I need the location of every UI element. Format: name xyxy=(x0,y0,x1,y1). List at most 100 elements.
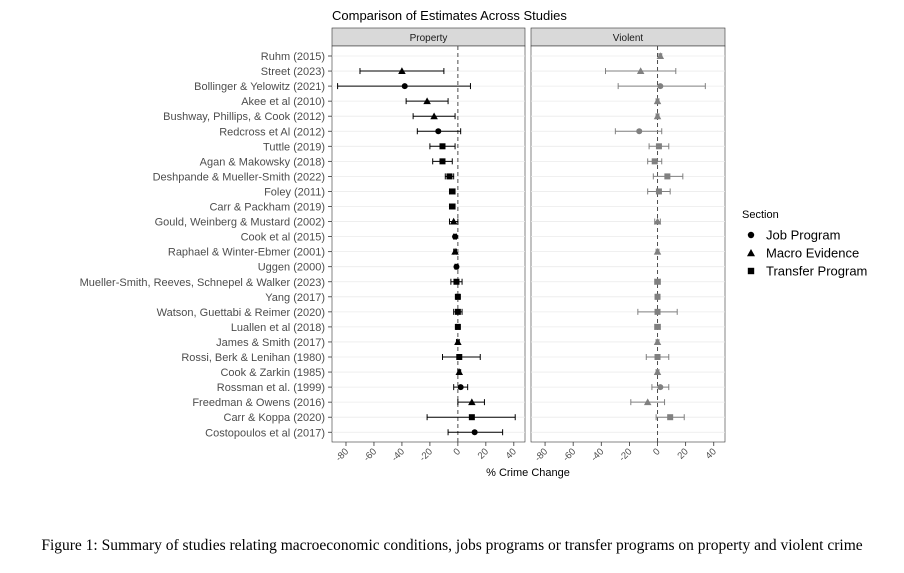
property-tuttle-2019-point xyxy=(439,143,446,150)
x-tick-label-property-40: 40 xyxy=(504,446,519,461)
figure-caption: Figure 1: Summary of studies relating ma… xyxy=(41,537,863,554)
property-costopoulos-et-al-2017-point xyxy=(471,429,478,436)
property-bollinger-yelowitz-2021-point xyxy=(401,83,408,90)
property-cook-zarkin-1985-point xyxy=(455,368,464,376)
legend: Section Job Program Macro Evidence Transfe… xyxy=(742,209,867,279)
x-tick-label-violent--60: -60 xyxy=(561,446,578,463)
violent-james-smith-2017-point xyxy=(653,338,662,345)
panel-violent-marks xyxy=(605,52,706,421)
y-label-bushway-phillips-cook-2012: Bushway, Phillips, & Cook (2012) xyxy=(163,111,325,123)
violent-carr-koppa-2020-point xyxy=(667,414,674,421)
property-carr-koppa-2020-point xyxy=(468,414,475,421)
violent-tuttle-2019-point xyxy=(655,143,662,150)
property-rossi-berk-lenihan-1980-point xyxy=(456,354,463,360)
y-label-bollinger-yelowitz-2021: Bollinger & Yelowitz (2021) xyxy=(194,81,325,93)
y-label-rossman-et-al-1999: Rossman et al. (1999) xyxy=(217,382,325,394)
panel-violent: Violent -80 -60 -40 -20 0 20 40 xyxy=(530,27,726,464)
violent-bushway-phillips-cook-2012-point xyxy=(653,112,662,120)
x-tick-label-property-0: 0 xyxy=(451,446,463,458)
y-label-mueller-smith-reeves-schnepel-walker-2023: Mueller-Smith, Reeves, Schnepel & Walker… xyxy=(80,277,325,289)
legend-key-transfer-program xyxy=(747,267,755,275)
x-tick-label-violent-20: 20 xyxy=(676,446,691,461)
violent-deshpande-mueller-smith-2022-point xyxy=(664,173,671,180)
y-label-luallen-et-al-2018: Luallen et al (2018) xyxy=(231,322,325,334)
property-carr-packham-2019-point xyxy=(449,203,456,210)
property-raphael-winter-ebmer-2001-point xyxy=(451,247,459,255)
y-label-james-smith-2017: James & Smith (2017) xyxy=(216,337,325,349)
property-gould-weinberg-mustard-2002-point xyxy=(449,217,458,225)
legend-label-transfer-program: Transfer Program xyxy=(766,264,867,279)
x-tick-label-property--60: -60 xyxy=(362,446,379,463)
y-label-freedman-owens-2016: Freedman & Owens (2016) xyxy=(192,397,325,409)
y-label-costopoulos-et-al-2017: Costopoulos et al (2017) xyxy=(205,427,325,439)
x-tick-label-violent--80: -80 xyxy=(533,446,550,463)
violent-luallen-et-al-2018-point xyxy=(654,323,661,330)
property-uggen-2000-point xyxy=(453,263,460,270)
violent-raphael-winter-ebmer-2001-point xyxy=(653,247,662,255)
x-tick-label-violent--40: -40 xyxy=(589,446,606,463)
violent-rossi-berk-lenihan-1980-point xyxy=(654,354,661,360)
violent-cook-zarkin-1985-point xyxy=(653,368,662,376)
property-freedman-owens-2016-point xyxy=(468,398,476,406)
y-label-yang-2017: Yang (2017) xyxy=(265,292,325,304)
x-axis-label: % Crime Change xyxy=(486,467,570,479)
y-label-watson-guettabi-reimer-2020: Watson, Guettabi & Reimer (2020) xyxy=(157,307,325,319)
y-label-deshpande-mueller-smith-2022: Deshpande & Mueller-Smith (2022) xyxy=(153,171,325,183)
y-label-cook-et-al-2015: Cook et al (2015) xyxy=(241,232,325,244)
x-tick-label-violent-40: 40 xyxy=(704,446,719,461)
property-foley-2011-point xyxy=(449,188,456,195)
chart-title: Comparison of Estimates Across Studies xyxy=(332,8,567,23)
y-label-carr-koppa-2020: Carr & Koppa (2020) xyxy=(224,412,326,424)
violent-rossman-et-al-1999-point xyxy=(657,384,664,391)
property-rossman-et-al-1999-point xyxy=(457,384,464,391)
property-james-smith-2017-point xyxy=(454,338,462,345)
violent-redcross-et-al-2012-point xyxy=(636,128,643,135)
y-label-raphael-winter-ebmer-2001: Raphael & Winter-Ebmer (2001) xyxy=(168,247,325,259)
property-bushway-phillips-cook-2012-point xyxy=(430,112,438,120)
y-label-gould-weinberg-mustard-2002: Gould, Weinberg & Mustard (2002) xyxy=(155,217,325,229)
x-tick-label-property--20: -20 xyxy=(418,446,435,463)
property-watson-guettabi-reimer-2020-point xyxy=(454,308,461,315)
violent-bollinger-yelowitz-2021-point xyxy=(657,83,664,90)
x-tick-label-property--80: -80 xyxy=(334,446,351,463)
panel-violent-frame xyxy=(530,45,726,443)
panel-property-frame xyxy=(331,45,526,443)
panel-property: Property -80 -60 -40 -20 0 20 40 xyxy=(331,27,526,464)
violent-foley-2011-point xyxy=(655,188,662,195)
panel-property-label: Property xyxy=(410,33,448,44)
y-label-tuttle-2019: Tuttle (2019) xyxy=(263,141,325,153)
x-tick-label-violent-0: 0 xyxy=(651,446,663,458)
legend-key-job-program xyxy=(747,231,755,239)
legend-key-macro-evidence xyxy=(747,249,755,257)
violent-akee-et-al-2010-point xyxy=(653,97,662,105)
property-cook-et-al-2015-point xyxy=(452,233,459,240)
violent-gould-weinberg-mustard-2002-point xyxy=(653,217,662,225)
y-label-rossi-berk-lenihan-1980: Rossi, Berk & Lenihan (1980) xyxy=(181,352,325,364)
y-label-redcross-et-al-2012: Redcross et Al (2012) xyxy=(219,126,325,138)
panel-violent-x-ticks: -80 -60 -40 -20 0 20 40 xyxy=(533,442,719,464)
y-label-foley-2011: Foley (2011) xyxy=(264,186,325,198)
y-axis-study-labels: Ruhm (2015) Street (2023) Bollinger & Yelo… xyxy=(80,51,332,439)
violent-ruhm-2015-point xyxy=(656,52,665,59)
violent-freedman-owens-2016-point xyxy=(643,398,652,406)
violent-mueller-smith-reeves-schnepel-walker-2023-point xyxy=(654,278,661,285)
panel-property-x-ticks: -80 -60 -40 -20 0 20 40 xyxy=(334,442,519,464)
property-mueller-smith-reeves-schnepel-walker-2023-point xyxy=(453,278,460,285)
violent-yang-2017-point xyxy=(654,293,661,300)
y-label-uggen-2000: Uggen (2000) xyxy=(258,262,325,274)
violent-agan-makowsky-2018-point xyxy=(651,158,658,165)
forest-plot: Comparison of Estimates Across Studies P… xyxy=(80,8,868,479)
property-street-2023-point xyxy=(398,67,406,75)
property-redcross-et-al-2012-point xyxy=(435,128,442,135)
legend-label-job-program: Job Program xyxy=(766,228,840,243)
y-label-ruhm-2015: Ruhm (2015) xyxy=(261,51,325,63)
y-label-agan-makowsky-2018: Agan & Makowsky (2018) xyxy=(200,156,325,168)
x-tick-label-violent--20: -20 xyxy=(617,446,634,463)
violent-street-2023-point xyxy=(636,67,645,75)
property-deshpande-mueller-smith-2022-point xyxy=(446,173,453,180)
y-label-cook-zarkin-1985: Cook & Zarkin (1985) xyxy=(220,367,325,379)
property-luallen-et-al-2018-point xyxy=(454,323,461,330)
property-akee-et-al-2010-point xyxy=(423,97,431,105)
panel-property-marks xyxy=(337,67,516,436)
property-yang-2017-point xyxy=(454,293,461,300)
